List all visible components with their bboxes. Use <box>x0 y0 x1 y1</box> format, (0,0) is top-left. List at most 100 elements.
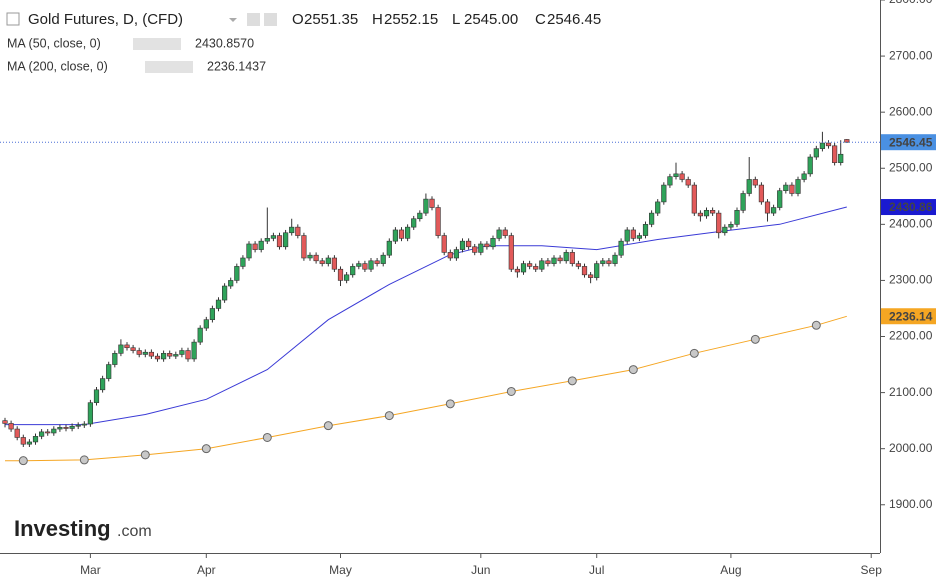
y-tick-label: 2400.00 <box>889 217 933 231</box>
candle-body <box>276 235 283 248</box>
candle-body <box>45 431 51 434</box>
candle-body <box>539 260 545 270</box>
candle-body <box>258 240 264 250</box>
candle-body <box>307 254 313 259</box>
legend-icons[interactable] <box>133 38 181 50</box>
symbol-icon[interactable] <box>6 12 20 26</box>
candle-body <box>801 173 807 180</box>
y-tick-label: 2100.00 <box>889 385 933 399</box>
candle-body <box>185 350 191 360</box>
candle-body <box>520 263 527 273</box>
candle-body <box>283 232 289 248</box>
candle-body <box>289 226 295 234</box>
candle-body <box>429 198 435 208</box>
candle-body <box>154 355 161 360</box>
candle-body <box>356 263 362 267</box>
candle-body <box>173 354 179 357</box>
price-tag-label: 2236.14 <box>889 309 933 323</box>
ohlc-label: L <box>452 11 460 28</box>
candle-body <box>93 389 100 403</box>
ma-marker <box>445 399 455 409</box>
candle-body <box>514 268 521 273</box>
y-tick-label: 1900.00 <box>889 497 933 511</box>
candle-body <box>87 402 94 425</box>
candle-body <box>222 285 228 301</box>
candle-body <box>148 351 155 357</box>
visibility-icon[interactable] <box>247 13 260 26</box>
candle-body <box>508 235 514 270</box>
candle-body <box>136 350 142 355</box>
candle-body <box>655 201 661 214</box>
candle-body <box>624 229 630 242</box>
x-tick-label: Apr <box>197 563 216 577</box>
candle-body <box>331 257 338 270</box>
ma-marker <box>201 444 211 454</box>
ma-marker <box>628 365 638 375</box>
y-tick-label: 2500.00 <box>889 160 933 174</box>
candle-body <box>557 257 563 262</box>
plot-area <box>0 131 880 466</box>
candle-body <box>496 229 502 239</box>
candle-body <box>161 353 167 360</box>
ohlc-label: C <box>535 11 546 28</box>
brand-suffix: .com <box>117 523 152 540</box>
settings-icon[interactable] <box>264 13 277 26</box>
candle-body <box>112 353 118 365</box>
legend-name: MA (50, close, 0) <box>7 36 101 50</box>
ma-marker <box>811 320 821 330</box>
y-tick-label: 2700.00 <box>889 48 933 62</box>
candle-body <box>8 423 14 430</box>
candle-body <box>167 353 173 357</box>
candle-body <box>386 240 392 256</box>
candle-body <box>319 260 325 264</box>
candle-body <box>697 212 704 217</box>
y-tick-label: 2300.00 <box>889 273 933 287</box>
candle-body <box>642 224 649 236</box>
candle-body <box>106 364 112 379</box>
candle-body <box>484 243 490 248</box>
candle-body <box>819 142 826 149</box>
candle-body <box>612 254 618 264</box>
candle-body <box>728 224 734 228</box>
candle-body <box>783 184 789 191</box>
candle-body <box>764 201 771 214</box>
candle-body <box>703 210 710 217</box>
candle-body <box>118 344 124 354</box>
x-tick-label: Jul <box>589 563 604 577</box>
candle-body <box>789 184 795 194</box>
price-tag-label: 2546.45 <box>889 135 933 149</box>
candle-body <box>673 173 679 177</box>
candle-body <box>26 441 33 445</box>
candle-body <box>575 263 582 267</box>
candle-body <box>252 243 258 250</box>
candle-body <box>75 424 81 427</box>
ma-marker <box>689 348 699 358</box>
axes: 1900.00 2000.00 2100.00 2200.00 2300.00 2400.… <box>80 0 936 577</box>
ohlc-label: O <box>292 11 304 28</box>
candle-body <box>344 274 350 281</box>
candle-body <box>734 210 740 225</box>
candle-body <box>588 274 594 278</box>
ohlc-value: 2552.15 <box>384 11 438 28</box>
candle-body <box>368 260 374 270</box>
x-tick-label: Jun <box>471 563 490 577</box>
legend-icons[interactable] <box>145 61 193 73</box>
header-icons <box>247 13 277 26</box>
candle-body <box>825 142 832 147</box>
candle-body <box>472 246 478 253</box>
candle-body <box>795 179 801 194</box>
candle-body <box>813 148 819 158</box>
candle-body <box>179 350 185 355</box>
candle-body <box>246 243 252 259</box>
dropdown-icon[interactable] <box>229 18 237 22</box>
candle-body <box>81 423 87 426</box>
candle-body <box>57 427 63 430</box>
ma-line <box>5 315 847 462</box>
candle-body <box>270 235 277 239</box>
candle-body <box>337 268 344 281</box>
candle-body <box>20 437 26 445</box>
candle-body <box>142 351 148 355</box>
candle-body <box>679 173 685 180</box>
ma-marker <box>140 450 150 460</box>
